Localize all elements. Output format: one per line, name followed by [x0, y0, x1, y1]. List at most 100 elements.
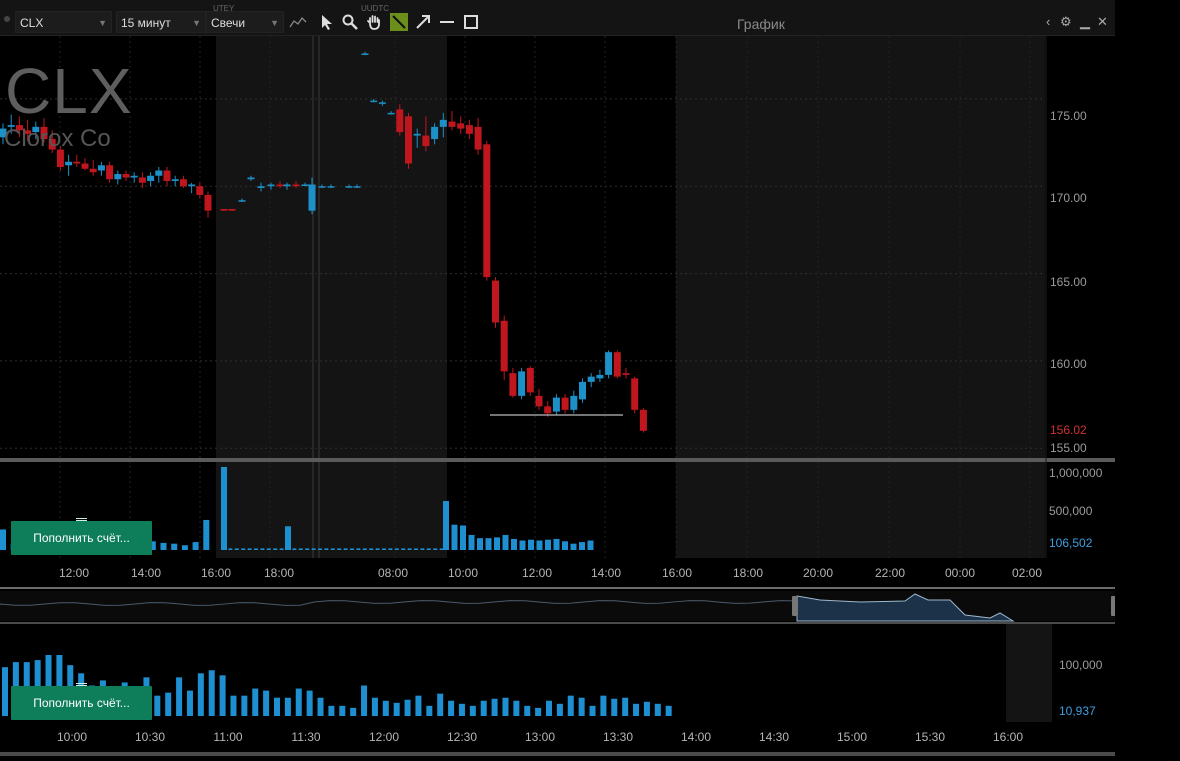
gear-icon[interactable]: ⚙: [1060, 14, 1072, 29]
volume-bar[interactable]: [587, 540, 594, 550]
volume-bar[interactable]: [570, 543, 577, 550]
volume-bar[interactable]: [56, 655, 63, 716]
volume-bar[interactable]: [306, 690, 313, 716]
candle[interactable]: [267, 184, 275, 187]
candle[interactable]: [318, 186, 326, 188]
volume-bar[interactable]: [611, 698, 618, 716]
volume-bar[interactable]: [458, 703, 465, 716]
candle[interactable]: [32, 126, 40, 133]
volume-bar[interactable]: [228, 548, 233, 550]
volume-bar[interactable]: [186, 690, 193, 716]
volume-bar[interactable]: [382, 700, 389, 716]
navigator-handle-right[interactable]: [1111, 596, 1115, 616]
candle[interactable]: [587, 376, 595, 382]
volume-bar[interactable]: [317, 697, 324, 716]
candle[interactable]: [238, 200, 246, 202]
candle[interactable]: [122, 174, 130, 178]
volume-bar[interactable]: [154, 695, 161, 716]
volume-bar[interactable]: [578, 697, 585, 716]
volume-bar[interactable]: [401, 548, 406, 550]
candle[interactable]: [622, 373, 630, 375]
candle[interactable]: [483, 144, 491, 278]
candle[interactable]: [396, 109, 404, 133]
volume-bar[interactable]: [324, 548, 329, 550]
candle[interactable]: [196, 186, 204, 195]
candle[interactable]: [613, 352, 621, 377]
volume-bar[interactable]: [298, 548, 303, 550]
volume-bar[interactable]: [388, 548, 393, 550]
volume-bar[interactable]: [414, 548, 418, 550]
candle[interactable]: [570, 395, 578, 410]
volume-bar[interactable]: [274, 697, 280, 716]
volume-bar[interactable]: [330, 548, 335, 550]
candle[interactable]: [147, 175, 155, 181]
volume-bar[interactable]: [513, 700, 520, 716]
volume-bar[interactable]: [339, 705, 346, 716]
volume-bar[interactable]: [350, 707, 357, 716]
volume-bar[interactable]: [426, 705, 433, 716]
drag-handle-icon[interactable]: [76, 518, 87, 521]
volume-bar[interactable]: [393, 702, 400, 716]
volume-bar[interactable]: [420, 548, 425, 550]
volume-bar[interactable]: [149, 541, 156, 550]
volume-bar[interactable]: [491, 698, 498, 716]
volume-bar[interactable]: [579, 542, 585, 550]
candle[interactable]: [301, 184, 309, 186]
candle[interactable]: [163, 170, 171, 181]
candle[interactable]: [345, 186, 353, 188]
volume-bar[interactable]: [318, 548, 322, 550]
candle[interactable]: [413, 133, 421, 136]
volume-bar[interactable]: [643, 701, 650, 716]
volume-bar[interactable]: [437, 693, 444, 716]
volume-bar[interactable]: [292, 548, 297, 550]
volume-bar[interactable]: [375, 548, 380, 550]
candle[interactable]: [292, 184, 300, 187]
volume-bar[interactable]: [221, 467, 227, 550]
volume-bar[interactable]: [415, 695, 422, 716]
trend-line-tool-icon[interactable]: [390, 13, 408, 31]
volume-bar[interactable]: [485, 538, 492, 550]
candle[interactable]: [448, 121, 456, 127]
rectangle-tool-icon[interactable]: [462, 13, 480, 31]
volume-bar[interactable]: [305, 548, 310, 550]
candle[interactable]: [73, 161, 81, 164]
volume-bar[interactable]: [546, 700, 552, 716]
volume-bar[interactable]: [567, 695, 574, 716]
candle[interactable]: [353, 186, 361, 188]
volume-bar[interactable]: [519, 540, 526, 550]
candle[interactable]: [130, 175, 138, 178]
volume-bar[interactable]: [337, 548, 342, 550]
candle[interactable]: [24, 130, 32, 134]
candle[interactable]: [465, 125, 473, 134]
zoom-icon[interactable]: [341, 13, 359, 31]
candle[interactable]: [439, 119, 447, 127]
candle[interactable]: [89, 168, 97, 173]
candle[interactable]: [492, 280, 499, 323]
candle[interactable]: [579, 381, 586, 400]
volume-bar[interactable]: [556, 703, 563, 716]
volume-bar[interactable]: [203, 519, 210, 550]
arrow-tool-icon[interactable]: [414, 13, 432, 31]
volume-bar[interactable]: [426, 548, 431, 550]
symbol-select[interactable]: CLX ▼: [15, 11, 112, 33]
candle[interactable]: [378, 102, 386, 104]
cursor-icon[interactable]: [318, 13, 336, 31]
volume-bar[interactable]: [622, 697, 629, 716]
volume-bar[interactable]: [279, 548, 284, 550]
volume-bar[interactable]: [535, 707, 542, 716]
volume-bar[interactable]: [284, 697, 291, 716]
volume-bar[interactable]: [181, 545, 188, 550]
volume-bar[interactable]: [494, 537, 500, 550]
candle[interactable]: [596, 374, 604, 379]
volume-bar[interactable]: [328, 705, 335, 716]
volume-bar[interactable]: [511, 538, 517, 550]
candle[interactable]: [370, 100, 378, 103]
volume-bar[interactable]: [219, 675, 226, 716]
volume-bar[interactable]: [171, 543, 178, 550]
candle[interactable]: [188, 184, 196, 187]
navigator-selection[interactable]: [796, 593, 1015, 622]
volume-bar[interactable]: [197, 673, 204, 716]
volume-bar[interactable]: [263, 690, 270, 716]
volume-bar[interactable]: [45, 655, 52, 716]
volume-bar[interactable]: [448, 700, 455, 716]
